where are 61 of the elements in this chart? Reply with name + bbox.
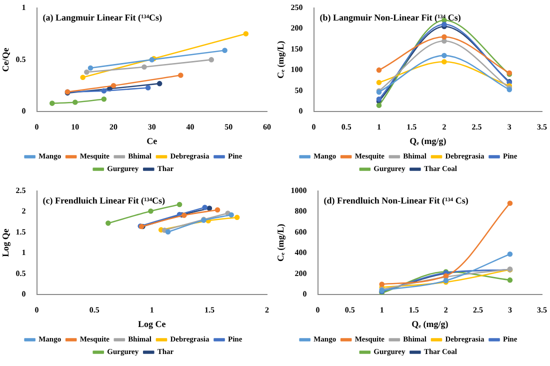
y-tick-label: 600 [294, 227, 307, 236]
y-tick-label: 2 [22, 206, 26, 216]
x-tick-label: 30 [148, 122, 156, 132]
y-tick-label: 0.5 [16, 54, 26, 64]
x-tick-label: 1.5 [204, 305, 214, 314]
y-axis-title: Log Qe [0, 228, 11, 257]
x-tick-label: 2 [265, 305, 269, 314]
text: (b) Langmuir Non-Linear Fit (¹³⁴ Cs) [320, 12, 461, 23]
text: (a) Langmuir Linear Fit (¹³⁴Cs) [42, 12, 162, 23]
y-tick-label: 1000 [290, 186, 307, 195]
x-tick-label: 2.5 [472, 122, 482, 132]
y-tick-label: 1.5 [16, 227, 26, 236]
x-tick-label: 1.5 [408, 305, 419, 314]
x-tick-label: 2.5 [472, 305, 483, 314]
x-tick-label: 2 [442, 122, 446, 132]
x-tick-label: 10 [71, 122, 80, 132]
x-tick-label: 40 [186, 122, 194, 132]
x-tick-label: 20 [110, 122, 118, 132]
x-tick-label: 0 [312, 122, 316, 132]
x-tick-label: 1 [377, 122, 381, 132]
x-tick-label: 3 [508, 305, 512, 314]
y-axis-title: Ce/Qe [0, 48, 11, 72]
x-axis-title: Qₑ (mg/g) [412, 318, 448, 329]
y-tick-label: 0 [22, 106, 26, 116]
y-axis-title: Cₑ (mg/L) [276, 224, 286, 262]
x-tick-label: 3.5 [537, 122, 547, 132]
y-tick-label: 0 [298, 106, 303, 116]
x-tick-label: 0 [34, 305, 39, 314]
x-tick-label: 3 [507, 122, 512, 132]
y-tick-label: 150 [290, 44, 303, 54]
y-tick-label: 2.5 [16, 186, 26, 195]
x-tick-label: 1 [380, 305, 384, 314]
y-tick-label: 1 [22, 248, 26, 258]
y-tick-label: 0 [22, 290, 26, 299]
y-tick-label: 0 [302, 290, 307, 299]
x-tick-label: 1 [150, 305, 154, 314]
y-tick-label: 400 [294, 248, 307, 258]
x-tick-label: 0 [34, 122, 39, 132]
x-axis-title: Qₑ (mg/g) [410, 136, 446, 146]
text: (c) Frendluich Linear Fit (¹³⁴Cs) [42, 196, 166, 206]
y-tick-label: 100 [290, 65, 303, 74]
x-axis-title: Log Ce [138, 318, 166, 329]
x-tick-label: 0 [316, 305, 320, 314]
y-tick-label: 250 [290, 2, 303, 12]
y-axis-title: Cₑ (mg/L) [276, 40, 286, 78]
x-tick-label: 0.5 [341, 122, 352, 132]
y-tick-label: 1 [22, 2, 26, 12]
y-tick-label: 200 [294, 268, 307, 278]
x-axis-title: Ce [146, 136, 158, 146]
x-tick-label: 1.5 [406, 122, 417, 132]
x-tick-label: 60 [263, 122, 271, 132]
x-tick-label: 0.5 [344, 305, 355, 314]
x-tick-label: 50 [224, 122, 233, 132]
x-tick-label: 3.5 [537, 305, 547, 314]
y-tick-label: 200 [290, 24, 303, 33]
x-tick-label: 0.5 [89, 305, 100, 314]
y-tick-label: 800 [294, 206, 307, 216]
x-tick-label: 2 [444, 305, 448, 314]
y-tick-label: 50 [294, 86, 303, 95]
y-tick-label: 0.5 [16, 268, 26, 278]
text: (d) Frendluich Non-Linear Fit (¹³⁴ Cs) [324, 196, 468, 206]
